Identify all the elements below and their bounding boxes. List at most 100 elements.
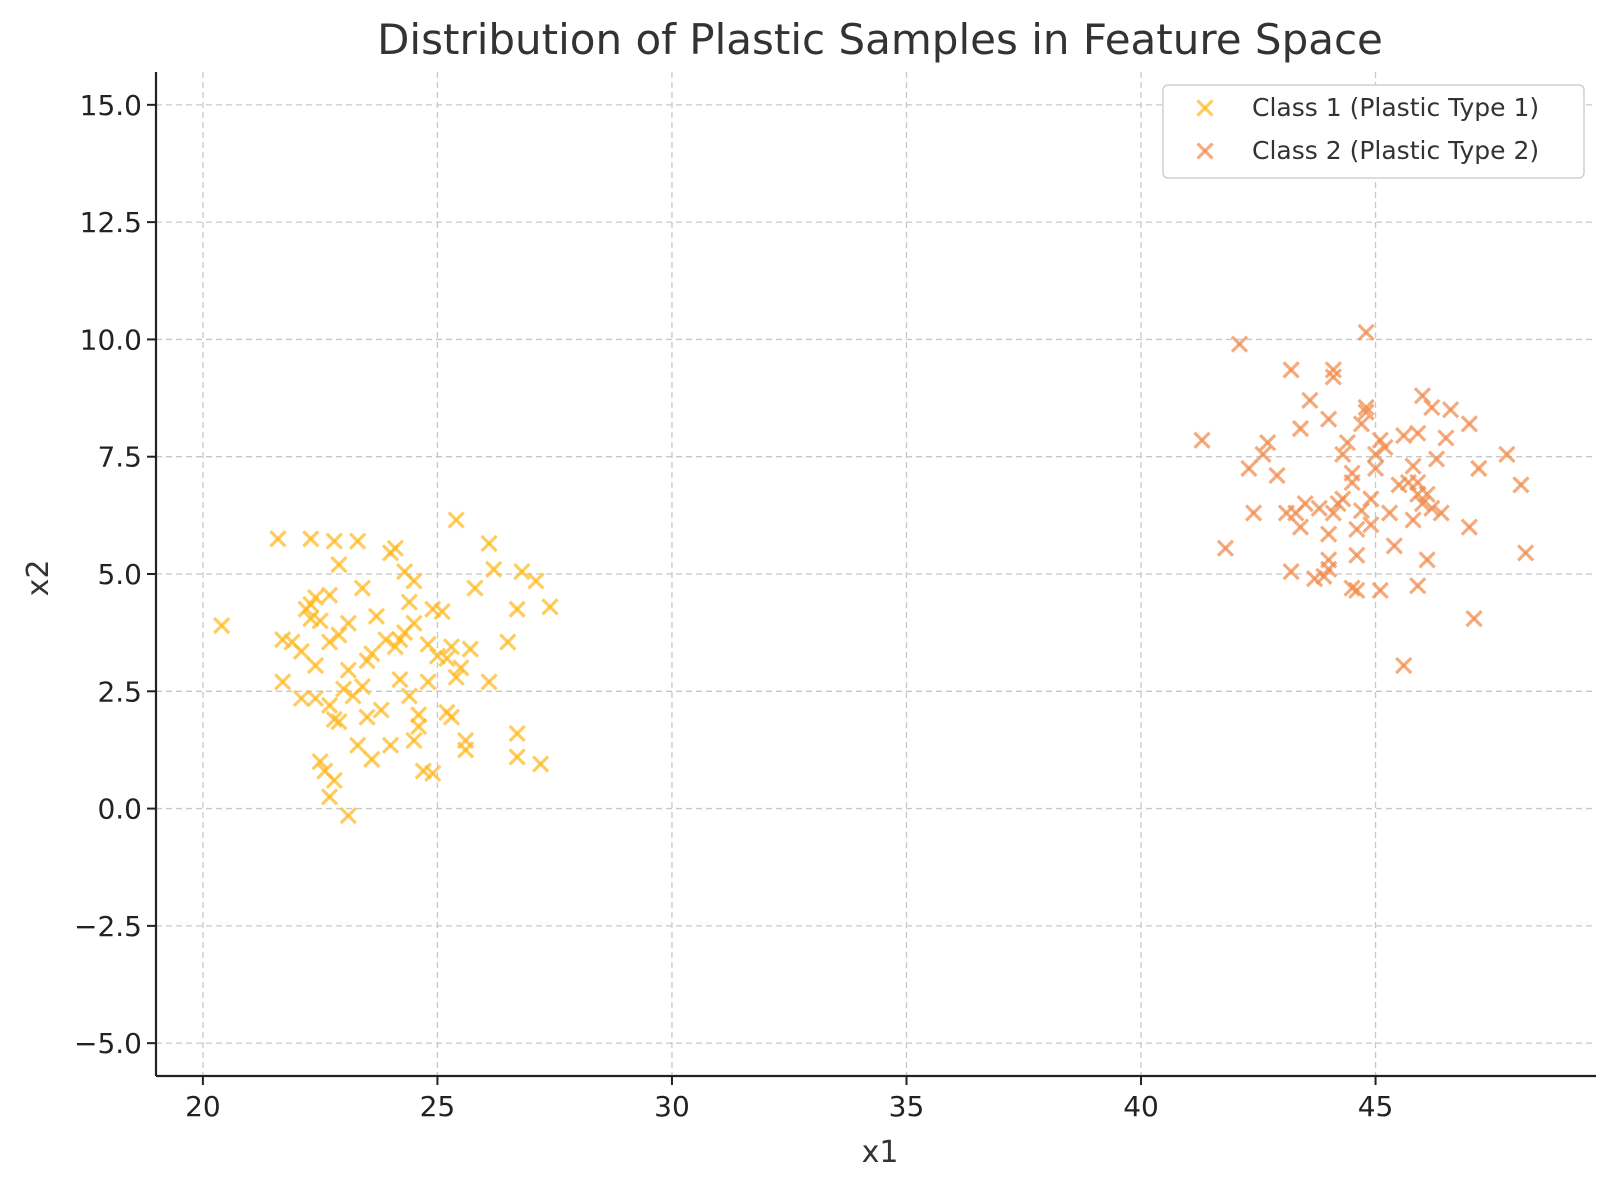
data-point — [1404, 457, 1422, 475]
data-point — [485, 560, 503, 578]
y-tick-label: 7.5 — [97, 441, 142, 474]
data-point — [349, 736, 367, 754]
data-point — [1352, 502, 1371, 520]
data-point — [330, 555, 348, 574]
data-point — [1296, 494, 1314, 513]
data-point — [1395, 656, 1413, 675]
data-point — [1357, 323, 1375, 342]
data-point — [1512, 476, 1530, 494]
data-point — [1376, 438, 1394, 456]
data-point — [339, 661, 357, 679]
data-point — [513, 563, 531, 581]
data-point — [1413, 494, 1432, 513]
data-point — [292, 689, 311, 707]
data-point — [1427, 450, 1446, 468]
data-point — [442, 638, 461, 656]
data-point — [1357, 398, 1375, 417]
series-class-2 — [1193, 323, 1535, 675]
data-point — [1366, 459, 1385, 478]
x-tick-label: 40 — [1123, 1090, 1159, 1123]
data-point — [349, 532, 367, 550]
data-point — [1240, 459, 1258, 478]
tick-labels: 20 25 30 35 40 45 −5.0 −2.5 0.0 2.5 5.0 7.5 10.0 12.5… — [74, 89, 1393, 1123]
data-point — [1334, 445, 1352, 463]
data-point — [1282, 361, 1300, 379]
data-point — [320, 586, 339, 604]
data-point — [1348, 581, 1366, 600]
data-point — [531, 755, 550, 773]
data-point — [372, 701, 390, 719]
data-point — [438, 649, 456, 668]
data-point — [1230, 335, 1249, 353]
data-point — [1423, 499, 1441, 517]
data-point — [419, 673, 437, 691]
data-point — [325, 532, 343, 550]
y-tick-label: 15.0 — [80, 89, 142, 122]
data-point — [527, 572, 545, 590]
data-point — [302, 530, 320, 548]
data-point — [508, 748, 526, 766]
data-point — [1460, 518, 1478, 536]
data-point — [461, 640, 479, 658]
data-point — [367, 607, 386, 625]
data-point — [1282, 563, 1300, 581]
data-point — [1470, 459, 1488, 478]
data-point — [400, 593, 418, 611]
data-point — [508, 600, 526, 618]
legend-label-class-2: Class 2 (Plastic Type 2) — [1252, 136, 1539, 165]
data-point — [330, 626, 348, 644]
data-point — [1216, 539, 1235, 557]
data-point — [1343, 464, 1361, 482]
data-point — [1465, 609, 1483, 628]
data-point — [1320, 551, 1338, 569]
data-point — [405, 572, 423, 590]
data-point — [325, 710, 343, 729]
data-point — [1320, 525, 1338, 543]
y-tick-label: 2.5 — [97, 675, 142, 708]
data-point — [1259, 434, 1277, 452]
data-point — [1498, 445, 1516, 463]
data-point — [1301, 391, 1319, 410]
data-point — [466, 579, 484, 597]
data-point — [386, 539, 404, 557]
data-point — [1385, 537, 1403, 555]
data-point — [508, 724, 526, 743]
y-tick-label: 5.0 — [97, 558, 142, 591]
data-point — [400, 687, 418, 705]
data-point — [452, 659, 470, 677]
data-point — [1324, 368, 1342, 386]
data-point — [1380, 504, 1399, 522]
y-tick-label: −5.0 — [74, 1027, 142, 1060]
data-point — [1254, 445, 1272, 463]
data-point — [1357, 403, 1375, 421]
data-point — [274, 673, 292, 691]
data-point — [320, 696, 339, 714]
x-tick-label: 25 — [420, 1090, 456, 1123]
data-point — [456, 741, 475, 759]
data-point — [1343, 579, 1361, 597]
data-point — [1404, 511, 1422, 529]
data-point — [499, 633, 517, 651]
legend-x-marker — [1196, 99, 1214, 117]
data-point — [391, 670, 409, 689]
data-point — [480, 673, 498, 691]
data-point — [1409, 424, 1427, 442]
data-point — [213, 616, 231, 635]
data-point — [377, 631, 395, 649]
data-point — [1324, 504, 1342, 522]
data-point — [1244, 504, 1263, 522]
data-point — [320, 788, 339, 806]
data-point — [1362, 490, 1380, 508]
data-point — [1348, 546, 1366, 564]
data-point — [353, 677, 372, 696]
data-point — [311, 612, 329, 630]
legend-marker-class-2 — [1196, 142, 1214, 160]
legend-label-class-1: Class 1 (Plastic Type 1) — [1252, 93, 1539, 122]
data-point — [1352, 415, 1371, 433]
data-point — [1418, 485, 1436, 503]
data-point — [1423, 398, 1441, 417]
legend-marker-class-1 — [1196, 99, 1214, 117]
data-point — [1268, 466, 1286, 485]
data-point — [320, 633, 339, 651]
y-tick-label: −2.5 — [74, 910, 142, 943]
